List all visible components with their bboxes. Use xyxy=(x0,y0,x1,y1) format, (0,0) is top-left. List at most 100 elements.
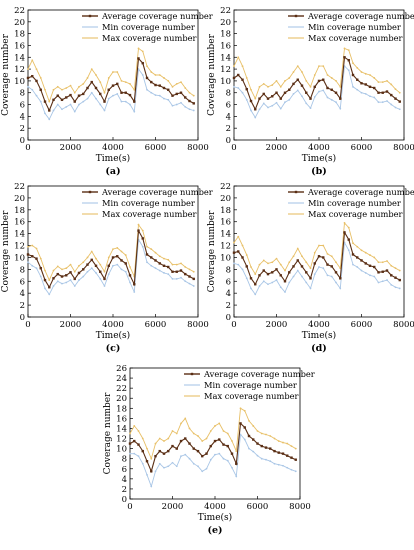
average-point xyxy=(35,257,38,260)
y-tick-label: 10 xyxy=(14,77,25,87)
average-point xyxy=(94,264,98,267)
average-point xyxy=(137,443,140,446)
min-point xyxy=(31,88,34,91)
min-point xyxy=(309,107,312,109)
min-point xyxy=(163,272,165,274)
average-point xyxy=(230,452,234,455)
average-point xyxy=(184,437,187,440)
max-point xyxy=(82,261,85,264)
y-tick-label: 20 xyxy=(116,394,127,404)
min-point xyxy=(133,291,136,293)
x-tick-label: 8000 xyxy=(393,143,414,153)
max-point xyxy=(256,430,259,432)
x-tick-label: 0 xyxy=(25,143,30,153)
average-point xyxy=(124,91,127,94)
min-point xyxy=(197,465,199,468)
max-point xyxy=(95,74,97,76)
max-point xyxy=(209,430,212,432)
y-tick-label: 4 xyxy=(20,112,25,122)
max-point xyxy=(129,82,131,85)
x-axis-label: Time(s) xyxy=(302,153,336,164)
min-point xyxy=(226,459,229,462)
max-point xyxy=(82,82,85,85)
average-point xyxy=(241,78,244,81)
max-point xyxy=(373,77,376,79)
min-point xyxy=(394,106,397,109)
max-point xyxy=(373,256,376,259)
max-point xyxy=(146,65,148,68)
average-point xyxy=(334,91,338,94)
max-point xyxy=(65,87,68,89)
average-point xyxy=(141,449,144,453)
average-point xyxy=(31,74,34,78)
min-point xyxy=(39,100,42,103)
average-point xyxy=(196,449,200,453)
min-point xyxy=(78,279,80,281)
max-point xyxy=(347,49,350,52)
max-point xyxy=(133,88,136,91)
max-point xyxy=(107,77,110,79)
average-point xyxy=(39,266,42,270)
max-point xyxy=(339,85,342,88)
y-tick-label: 2 xyxy=(226,124,231,134)
legend-label: Average coverage number xyxy=(101,187,213,197)
max-point xyxy=(258,263,261,266)
min-point xyxy=(386,100,388,102)
max-point xyxy=(141,437,144,440)
average-point xyxy=(368,85,372,89)
legend-label: Average coverage number xyxy=(307,11,414,21)
y-tick-label: 18 xyxy=(14,30,25,40)
max-point xyxy=(86,77,89,79)
y-tick-label: 22 xyxy=(220,182,231,192)
legend-label: Max coverage number xyxy=(102,33,197,43)
average-point xyxy=(94,86,98,90)
max-point xyxy=(292,71,295,73)
max-point xyxy=(250,88,252,91)
x-tick-label: 0 xyxy=(25,320,30,330)
average-point xyxy=(128,93,132,97)
average-point xyxy=(296,259,299,262)
min-point xyxy=(360,91,363,94)
min-point xyxy=(356,88,359,91)
average-point xyxy=(330,88,333,91)
average-point xyxy=(237,250,240,253)
min-point xyxy=(44,112,46,115)
average-point xyxy=(288,88,291,91)
average-point xyxy=(271,271,274,274)
min-point xyxy=(339,287,342,290)
average-point xyxy=(288,271,291,274)
min-point xyxy=(309,287,312,290)
average-point xyxy=(188,99,191,103)
max-point xyxy=(44,88,46,91)
max-point xyxy=(343,222,346,224)
min-point xyxy=(103,109,106,112)
min-point xyxy=(356,266,359,268)
average-point xyxy=(77,94,81,97)
legend-label: Average coverage number xyxy=(203,369,315,379)
y-tick-label: 10 xyxy=(220,253,231,263)
min-point xyxy=(318,90,320,93)
average-point xyxy=(241,256,244,259)
min-point xyxy=(360,269,363,272)
max-point xyxy=(150,457,153,460)
average-point xyxy=(82,92,85,96)
average-point xyxy=(120,259,123,262)
min-point xyxy=(252,450,255,453)
min-point xyxy=(288,281,291,284)
max-point xyxy=(360,249,363,252)
max-point xyxy=(103,91,106,94)
average-point xyxy=(292,82,295,86)
max-point xyxy=(188,268,191,271)
series-line-2 xyxy=(27,238,195,296)
min-point xyxy=(292,93,295,95)
average-point xyxy=(188,275,191,278)
average-point xyxy=(317,255,321,258)
max-point xyxy=(73,270,76,273)
max-point xyxy=(184,266,187,268)
min-point xyxy=(133,452,136,455)
min-point xyxy=(301,275,303,278)
max-point xyxy=(146,245,148,248)
average-point xyxy=(128,442,132,445)
